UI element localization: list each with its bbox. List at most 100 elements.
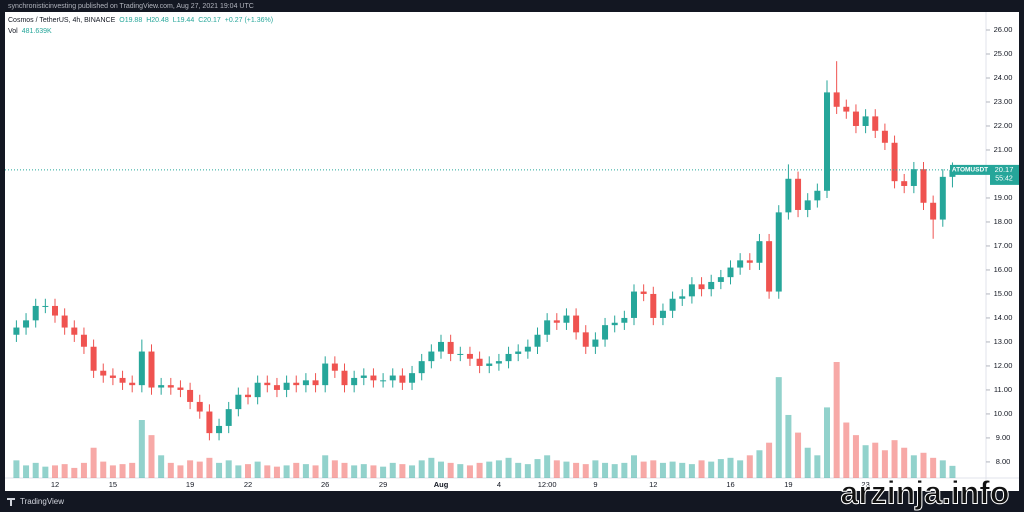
candle-body xyxy=(901,181,908,186)
candle-body xyxy=(148,351,155,388)
volume-bar xyxy=(756,450,763,478)
volume-bar xyxy=(187,460,194,478)
candle-body xyxy=(90,346,97,371)
candle-body xyxy=(42,305,49,307)
price-tag-countdown: 55:42 xyxy=(995,176,1013,183)
candle-body xyxy=(862,116,869,126)
candle-body xyxy=(80,334,87,347)
volume-bar xyxy=(351,465,358,478)
candle-body xyxy=(939,176,946,220)
candle-body xyxy=(109,375,116,378)
candle-body xyxy=(659,310,666,318)
candle-body xyxy=(216,425,223,434)
candle-body xyxy=(399,375,406,383)
volume-bar xyxy=(582,464,589,478)
x-tick-label: 12 xyxy=(649,480,657,489)
legend-ohlc: +0.27 (+1.36%) xyxy=(225,17,273,24)
volume-bar xyxy=(370,465,377,478)
volume-bar xyxy=(71,467,78,478)
legend-ohlc: C20.17 xyxy=(198,17,221,24)
y-tick-label: 15.00 xyxy=(994,289,1013,298)
candle-body xyxy=(669,298,676,311)
candle-body xyxy=(524,346,531,352)
candle-body xyxy=(930,202,937,220)
candle-body xyxy=(785,178,792,213)
candle-body xyxy=(505,353,512,362)
candle-body xyxy=(650,293,657,318)
volume-bar xyxy=(505,457,512,478)
candle-body xyxy=(833,92,840,107)
volume-bar xyxy=(206,457,213,478)
volume-bar xyxy=(650,460,657,478)
candle-body xyxy=(881,130,888,143)
candle-body xyxy=(283,382,290,390)
volume-bar xyxy=(534,459,541,478)
x-tick-label: 29 xyxy=(379,480,387,489)
volume-bar xyxy=(409,465,416,478)
volume-bar xyxy=(283,465,290,478)
volume-bar xyxy=(785,414,792,478)
volume-bar xyxy=(727,457,734,478)
y-tick-label: 26.00 xyxy=(994,25,1013,34)
candle-body xyxy=(71,327,78,335)
volume-bar xyxy=(399,464,406,478)
legend-symbol: Cosmos / TetherUS, 4h, BINANCE xyxy=(8,17,116,24)
legend-line: Cosmos / TetherUS, 4h, BINANCE O19.88 H20.… xyxy=(8,17,273,24)
volume-bar xyxy=(322,455,329,478)
volume-bar xyxy=(61,464,68,478)
volume-bar xyxy=(23,465,30,478)
volume-bar xyxy=(611,464,618,478)
candle-body xyxy=(544,320,551,335)
candle-body xyxy=(351,377,358,386)
volume-bar xyxy=(872,442,879,478)
volume-bar xyxy=(457,464,464,478)
volume-bar xyxy=(177,465,184,478)
candle-body xyxy=(891,142,898,182)
volume-bar xyxy=(225,460,232,478)
candle-body xyxy=(573,315,580,333)
x-tick-label: 9 xyxy=(593,480,597,489)
volume-bar xyxy=(264,465,271,478)
candle-body xyxy=(322,363,329,386)
candle-body xyxy=(158,385,165,388)
candle-body xyxy=(766,241,773,292)
volume-bar xyxy=(592,460,599,478)
candle-body xyxy=(592,339,599,347)
y-tick-label: 9.00 xyxy=(996,433,1011,442)
candle-body xyxy=(254,382,261,398)
volume-bar xyxy=(553,460,560,478)
volume-bar xyxy=(573,462,580,478)
candle-body xyxy=(727,267,734,278)
volume-bar xyxy=(90,447,97,478)
volume-bar xyxy=(737,460,744,478)
candle-body xyxy=(852,111,859,126)
x-tick-label: 19 xyxy=(186,480,194,489)
candle-body xyxy=(795,178,802,210)
candle-body xyxy=(486,363,493,366)
volume-bar xyxy=(640,461,647,478)
volume-bar xyxy=(254,461,261,478)
volume-bar xyxy=(766,442,773,478)
candle-body xyxy=(225,409,232,426)
candle-body xyxy=(264,382,271,386)
volume-bar xyxy=(341,462,348,478)
candle-body xyxy=(138,351,145,386)
legend-ohlc: H20.48 xyxy=(146,17,169,24)
candle-body xyxy=(129,382,136,386)
volume-bar xyxy=(380,466,387,478)
header: synchronisticinvesting published on Trad… xyxy=(8,3,254,10)
volume-bar xyxy=(119,464,126,478)
candle-body xyxy=(312,380,319,386)
candle-body xyxy=(360,375,367,378)
volume-bar xyxy=(13,460,20,478)
y-tick-label: 16.00 xyxy=(994,265,1013,274)
candle-body xyxy=(804,200,811,210)
candle-body xyxy=(457,353,464,355)
x-tick-label: 23 xyxy=(861,480,869,489)
volume-bar xyxy=(466,465,473,478)
volume-bar xyxy=(167,462,174,478)
volume-bar xyxy=(52,465,58,478)
volume-bar xyxy=(486,461,493,478)
volume-bar xyxy=(804,447,811,478)
